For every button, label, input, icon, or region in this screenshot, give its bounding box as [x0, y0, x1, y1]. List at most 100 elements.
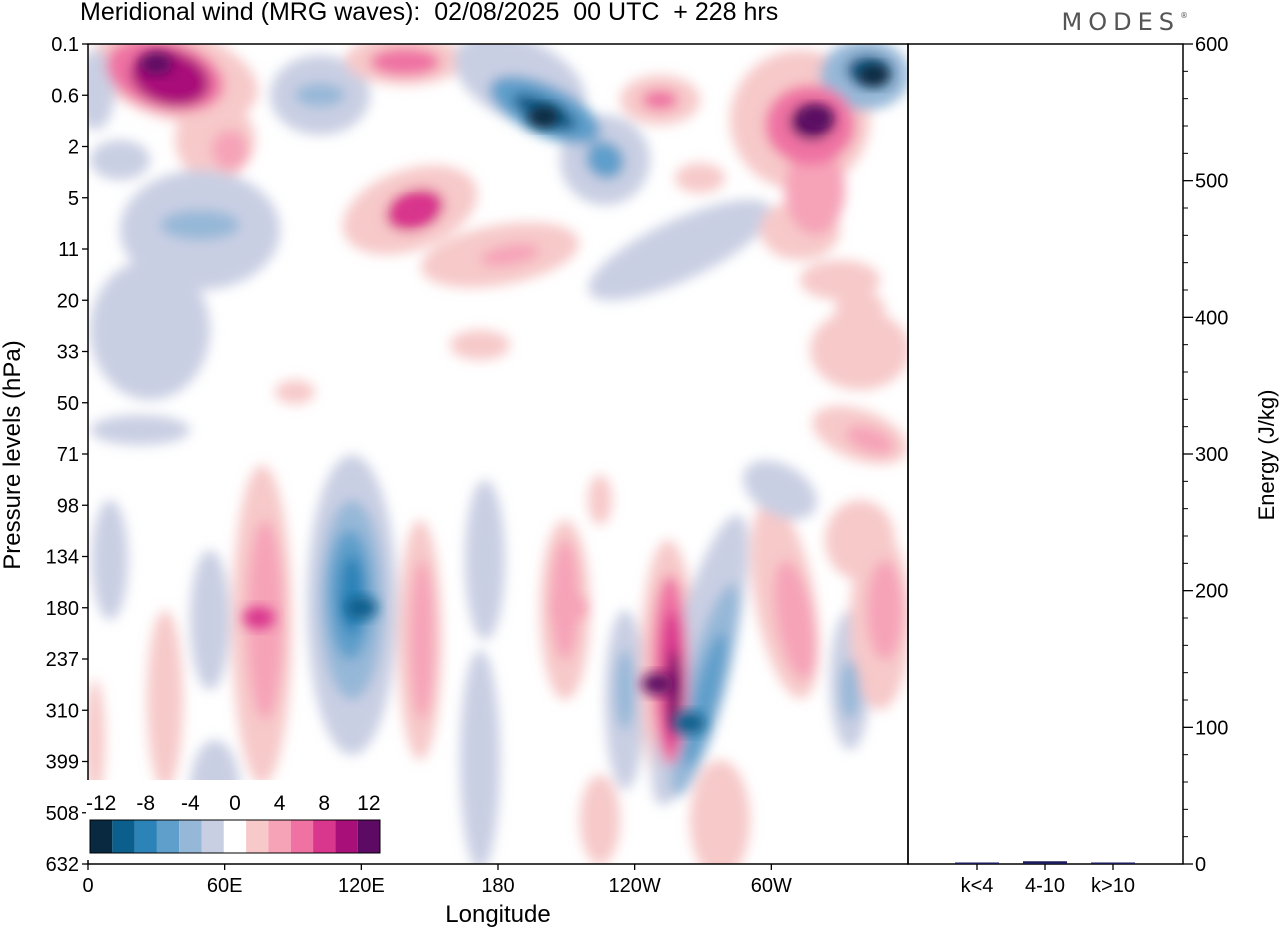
contour-blob: [275, 380, 315, 404]
contour-maximum: [800, 105, 833, 128]
colorbar-swatch: [313, 820, 336, 853]
energy-axis-label: Energy (J/kg): [1254, 390, 1279, 521]
energy-panel-frame: [907, 43, 1184, 865]
contour-blob: [370, 48, 440, 76]
colorbar-swatch: [357, 820, 380, 853]
contour-blob: [212, 130, 248, 170]
colorbar-frame: [89, 819, 381, 854]
contour-blob: [90, 260, 210, 400]
energy-tick-label: 500: [1195, 171, 1228, 193]
y-tick-label: 5: [68, 188, 79, 210]
contour-maximum: [242, 606, 275, 629]
x-tick-label: 60E: [207, 875, 243, 897]
y-tick-label: 2: [68, 137, 79, 159]
contour-blob: [295, 83, 345, 107]
x-tick-label: 120E: [338, 875, 385, 897]
contour-blob: [450, 330, 510, 360]
y-tick-label: 180: [46, 598, 79, 620]
contour-blob: [480, 243, 540, 267]
y-tick-label: 134: [46, 547, 79, 569]
contour-blob: [675, 163, 725, 193]
contour-blob: [90, 140, 150, 180]
contour-maximum: [397, 198, 430, 221]
y-tick-label: 310: [46, 700, 79, 722]
contour-field: [88, 44, 908, 864]
colorbar-label: -12: [86, 792, 116, 815]
colorbar-swatch: [112, 820, 135, 853]
energy-category-label: 4-10: [1025, 875, 1065, 897]
colorbar-label: 12: [357, 792, 380, 815]
x-tick-label: 120W: [609, 875, 661, 897]
contour-blob: [683, 632, 727, 768]
y-tick-label: 399: [46, 752, 79, 774]
contour-minimum: [673, 711, 706, 734]
energy-tick-label: 300: [1195, 444, 1228, 466]
colorbar-label: 0: [229, 792, 241, 815]
chart-title: Meridional wind (MRG waves): 02/08/2025 …: [80, 0, 779, 26]
colorbar-swatch: [290, 820, 314, 853]
colorbar-swatch: [134, 820, 157, 853]
y-axis-label: Pressure levels (hPa): [0, 340, 26, 569]
colorbar-swatch: [268, 820, 291, 853]
x-axis-label: Longitude: [445, 901, 550, 928]
colorbar-label: -8: [136, 792, 155, 815]
colorbar-swatch: [179, 820, 202, 853]
y-tick-label: 98: [57, 495, 79, 517]
contour-maximum: [140, 52, 173, 75]
contour-blob: [410, 560, 434, 720]
contour-blob: [580, 775, 620, 864]
contour-blob: [810, 310, 908, 390]
x-tick-label: 0: [82, 875, 93, 897]
energy-bar: [955, 862, 999, 864]
contour-blob: [785, 145, 845, 235]
contour-blob: [642, 90, 678, 110]
colorbar-swatch: [223, 820, 247, 853]
contour-minimum: [527, 105, 560, 128]
y-tick-label: 11: [58, 239, 79, 261]
contour-blob: [615, 650, 635, 730]
y-tick-label: 632: [46, 854, 79, 876]
contour-maximum: [641, 672, 674, 695]
y-tick-label: 20: [57, 290, 79, 312]
colorbar-swatch: [156, 820, 180, 853]
contour-blob: [690, 760, 750, 864]
contour-blob: [743, 460, 817, 520]
contour-minimum: [857, 64, 890, 87]
energy-bar: [1091, 862, 1135, 864]
contour-blob: [774, 560, 816, 680]
contour-blob: [88, 680, 105, 800]
y-tick-label: 237: [46, 649, 79, 671]
contour-blob: [825, 500, 895, 580]
energy-bar: [1023, 861, 1067, 864]
energy-tick-label: 100: [1195, 717, 1228, 739]
contour-blob: [147, 610, 183, 790]
colorbar-swatch: [201, 820, 224, 853]
y-tick-label: 0.1: [51, 34, 79, 56]
y-tick-label: 508: [46, 803, 79, 825]
contour-blob: [190, 550, 230, 690]
contour-blob: [840, 660, 860, 720]
contour-blob: [92, 500, 128, 620]
y-tick-label: 71: [57, 444, 79, 466]
y-tick-label: 33: [57, 342, 79, 364]
y-tick-label: 0.6: [51, 85, 79, 107]
energy-tick-label: 0: [1195, 854, 1206, 876]
contour-blob: [160, 210, 240, 240]
contour-blob: [668, 650, 680, 730]
contour-blob: [800, 260, 880, 300]
colorbar-label: 8: [318, 792, 330, 815]
colorbar-label: -4: [181, 792, 200, 815]
contour-blob: [460, 650, 500, 864]
energy-category-label: k>10: [1091, 875, 1135, 897]
y-tick-label: 50: [57, 393, 79, 415]
contour-maximum: [554, 596, 587, 619]
x-tick-label: 60W: [751, 875, 792, 897]
modes-logo: MODES®: [1061, 8, 1188, 36]
contour-blob: [340, 555, 364, 635]
colorbar-label: 4: [274, 792, 286, 815]
colorbar-swatch: [335, 820, 358, 853]
energy-tick-label: 200: [1195, 581, 1228, 603]
energy-tick-label: 600: [1195, 34, 1228, 56]
contour-blob: [465, 480, 505, 640]
